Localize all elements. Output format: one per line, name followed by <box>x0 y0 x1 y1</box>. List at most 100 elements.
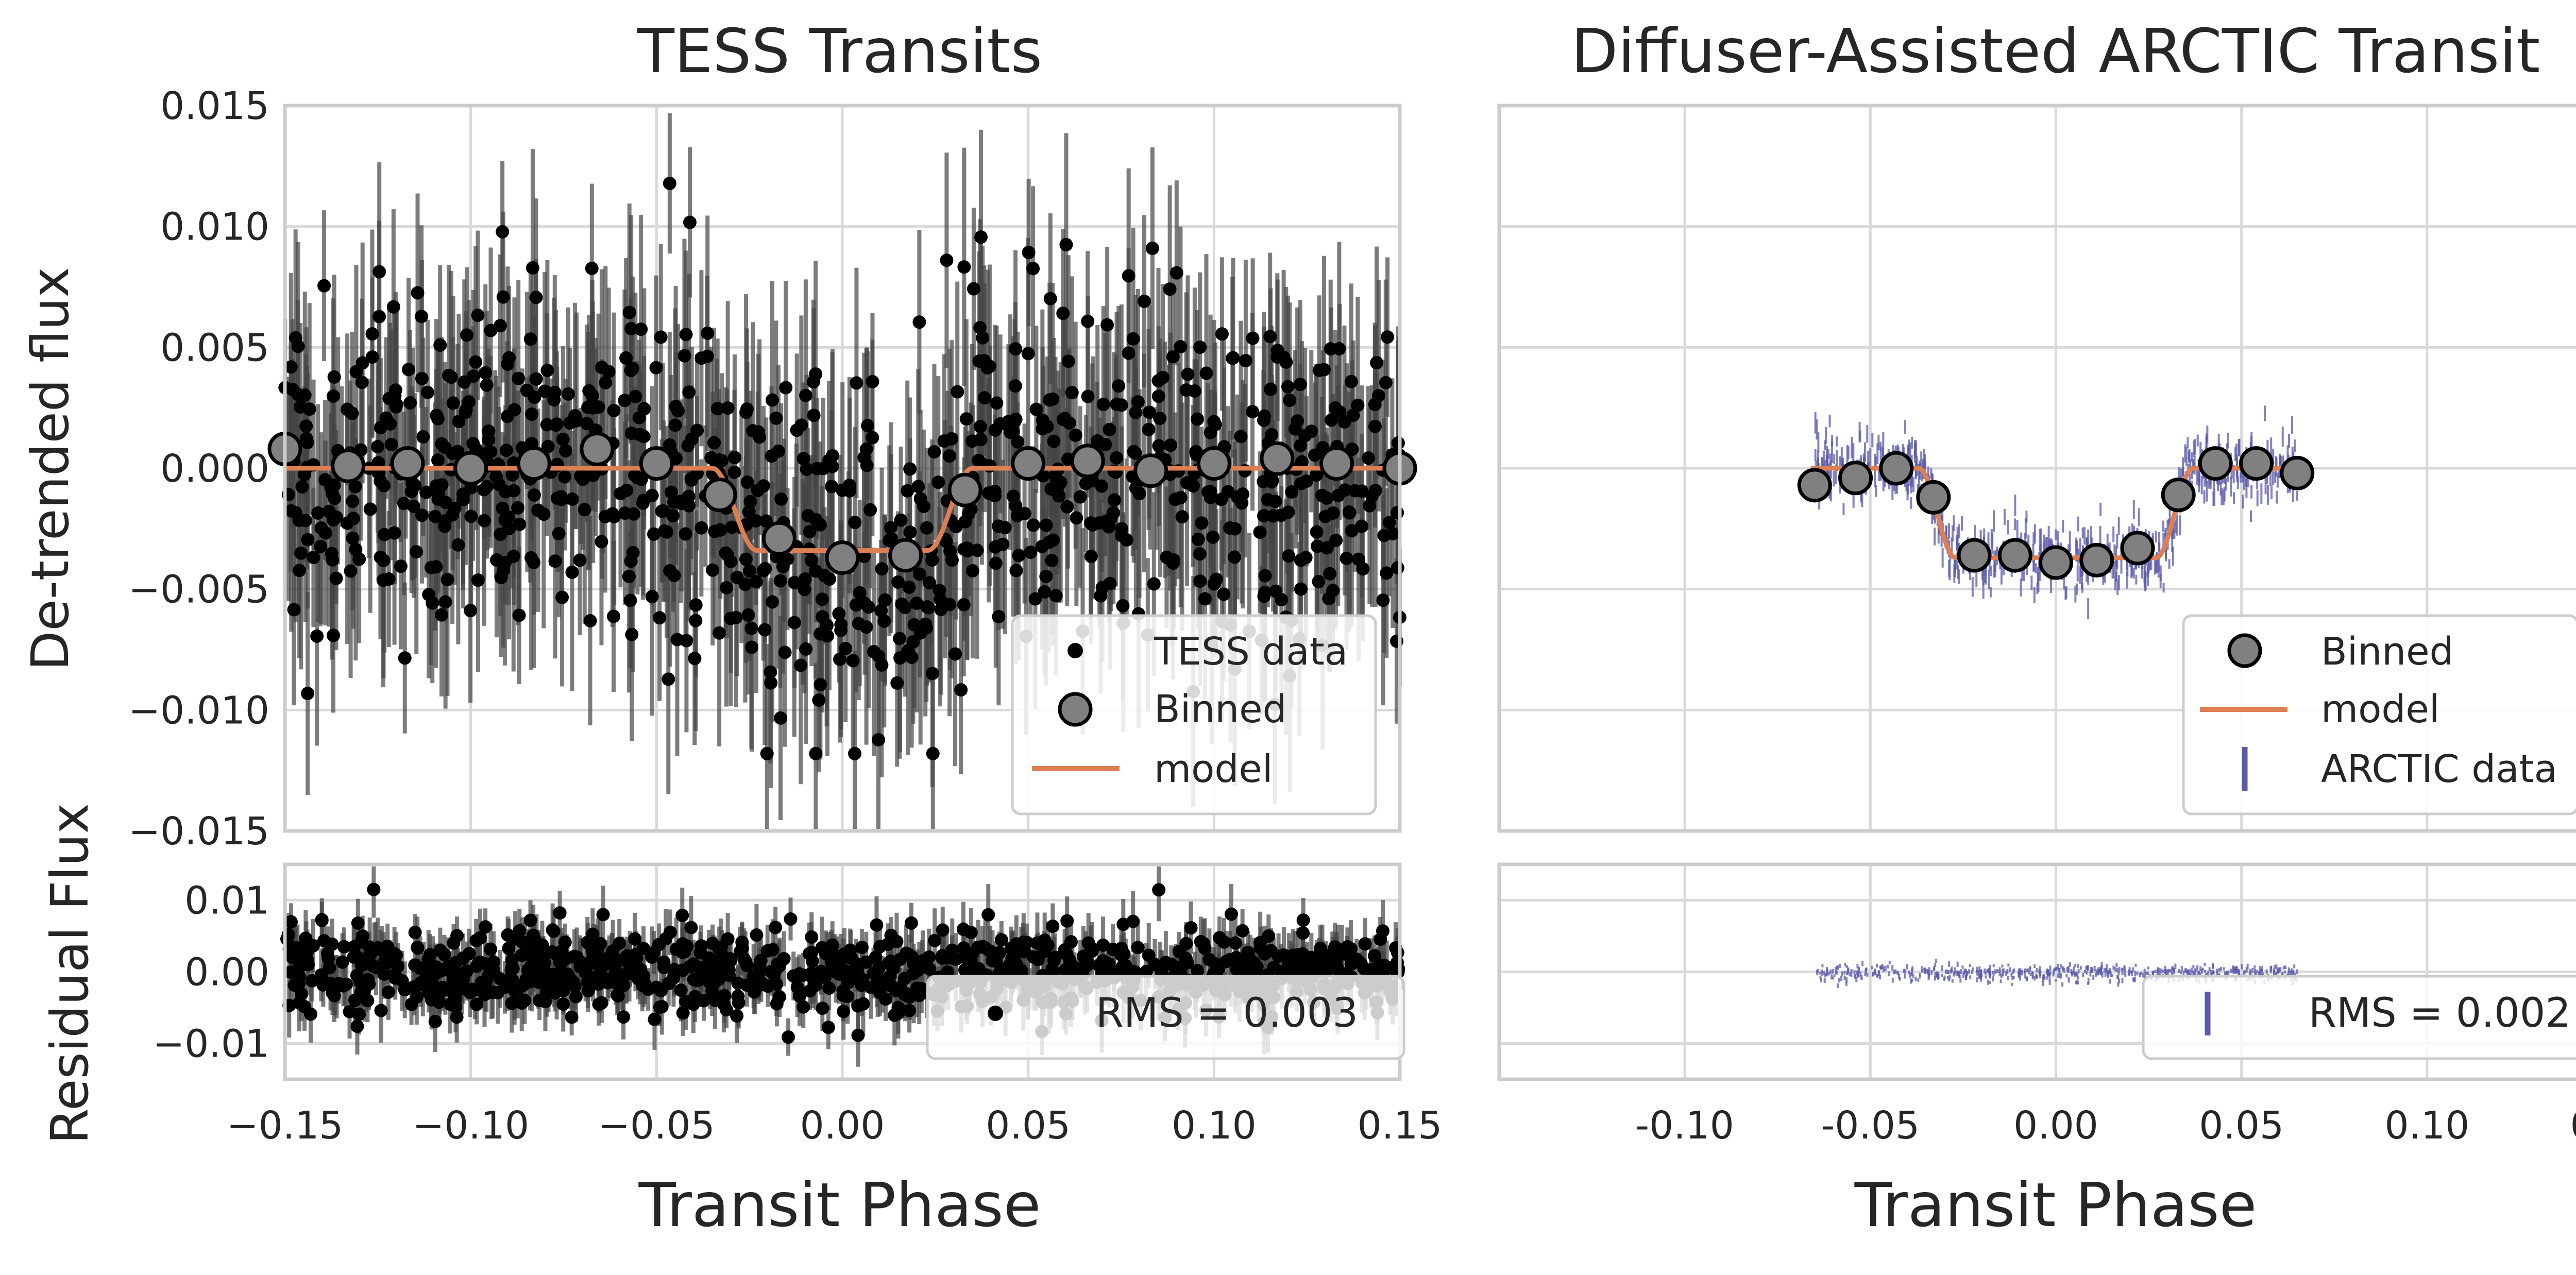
tess-data-point <box>446 396 460 410</box>
tess-data-point <box>365 350 379 364</box>
tess-data-point <box>346 495 360 508</box>
tess-data-point <box>419 485 433 499</box>
tess-data-point <box>471 573 485 587</box>
tess-data-point <box>1035 539 1049 553</box>
tess-data-point <box>1009 499 1023 513</box>
tess-data-point <box>706 563 720 577</box>
binned-point <box>331 448 366 483</box>
tess-data-point <box>1246 331 1260 345</box>
tess-residual-point <box>317 934 331 948</box>
tess-residual-point <box>463 985 477 999</box>
arctic-main-panel: Diffuser-Assisted ARCTIC Transit Binned … <box>1497 15 2576 833</box>
binned-point <box>947 472 982 507</box>
tess-data-point <box>602 365 616 379</box>
tess-data-point <box>1048 469 1062 483</box>
tess-data-point <box>1152 439 1166 453</box>
tess-residual-point <box>807 978 821 992</box>
tess-data-point <box>1081 314 1095 328</box>
tess-data-point <box>1036 422 1049 436</box>
tess-residual-point <box>1357 961 1371 975</box>
tess-residual-point <box>657 955 671 969</box>
tess-residual-point <box>1014 963 1028 977</box>
tess-data-point <box>302 402 316 416</box>
tess-data-point <box>1028 592 1042 606</box>
tess-residual-point <box>545 945 559 959</box>
tess-data-point <box>1026 518 1040 532</box>
tess-data-point <box>970 543 984 557</box>
tess-data-point <box>581 400 595 414</box>
tess-residual-point <box>1179 937 1193 950</box>
tess-data-point <box>1039 569 1053 583</box>
tess-data-point <box>834 618 848 632</box>
tess-data-point <box>634 322 648 336</box>
tess-data-point <box>1193 547 1207 561</box>
tess-residual-point <box>855 940 869 954</box>
tess-data-point <box>618 394 632 407</box>
tess-data-point <box>1324 342 1337 356</box>
tess-residual-point <box>821 1021 835 1034</box>
xtick-label: 0.05 <box>986 1103 1071 1148</box>
tess-data-point <box>1351 552 1365 566</box>
tess-residual-point <box>1041 938 1055 952</box>
tess-data-point <box>623 593 637 607</box>
tess-data-point <box>341 516 354 530</box>
tess-data-point <box>363 502 377 516</box>
tess-data-point <box>977 391 991 405</box>
tess-data-point <box>1110 451 1124 465</box>
tess-data-point <box>895 597 909 611</box>
tess-data-point <box>1300 474 1314 488</box>
binned-point <box>2239 446 2274 481</box>
tess-data-point <box>1120 533 1133 547</box>
ytick-label: −0.01 <box>152 1022 269 1066</box>
tess-data-point <box>926 746 940 760</box>
tess-data-point <box>1126 332 1140 346</box>
tess-data-point <box>1151 389 1165 403</box>
tess-data-point <box>701 349 715 363</box>
tess-residual-point <box>804 966 818 980</box>
tess-residual-point <box>766 943 779 957</box>
tess-residual-ylabel: Residual Flux <box>40 803 100 1144</box>
tess-residual-point <box>873 940 887 954</box>
tess-residual-point <box>928 933 942 947</box>
tess-data-point <box>1310 525 1324 539</box>
tess-data-point <box>814 627 827 641</box>
tess-data-point <box>1228 522 1242 536</box>
tess-data-point <box>372 265 386 279</box>
tess-residual-point <box>389 948 403 962</box>
tess-data-point <box>988 489 1002 503</box>
tess-data-point <box>1377 529 1391 542</box>
tess-residual-point <box>653 1000 667 1014</box>
tess-residual-point <box>305 974 319 988</box>
tess-data-point <box>1070 511 1083 525</box>
tess-data-point <box>912 315 926 329</box>
ytick-label: 0.010 <box>160 205 269 249</box>
tess-data-point <box>622 305 636 319</box>
tess-data-point <box>874 604 888 618</box>
tess-data-point <box>849 598 863 612</box>
tess-data-point <box>850 376 863 390</box>
tess-data-point <box>1069 428 1082 442</box>
tess-data-point <box>1294 438 1308 452</box>
tess-residual-point <box>615 978 629 992</box>
tess-data-point <box>435 437 449 451</box>
legend-tess-data-label: TESS data <box>1154 630 1348 674</box>
tess-data-point <box>832 607 846 621</box>
tess-data-point <box>758 623 772 637</box>
tess-residual-point <box>1082 957 1096 971</box>
tess-main-legend: TESS data Binned model <box>1011 614 1377 815</box>
tess-data-point <box>798 572 812 586</box>
tess-data-point <box>866 431 879 445</box>
tess-data-point <box>1228 550 1242 564</box>
tess-data-point <box>452 414 466 428</box>
tess-residual-point <box>1102 957 1116 971</box>
binned-point <box>1879 451 1914 486</box>
tess-data-point <box>907 618 921 632</box>
tess-data-point <box>905 650 919 664</box>
tess-residual-point <box>502 941 516 955</box>
tess-residual-point <box>840 971 854 985</box>
tess-residual-point <box>836 984 850 998</box>
tess-residual-point <box>1020 936 1033 949</box>
tess-residual-point <box>883 969 897 983</box>
tess-residual-point <box>553 906 567 920</box>
tess-data-point <box>1174 340 1188 354</box>
